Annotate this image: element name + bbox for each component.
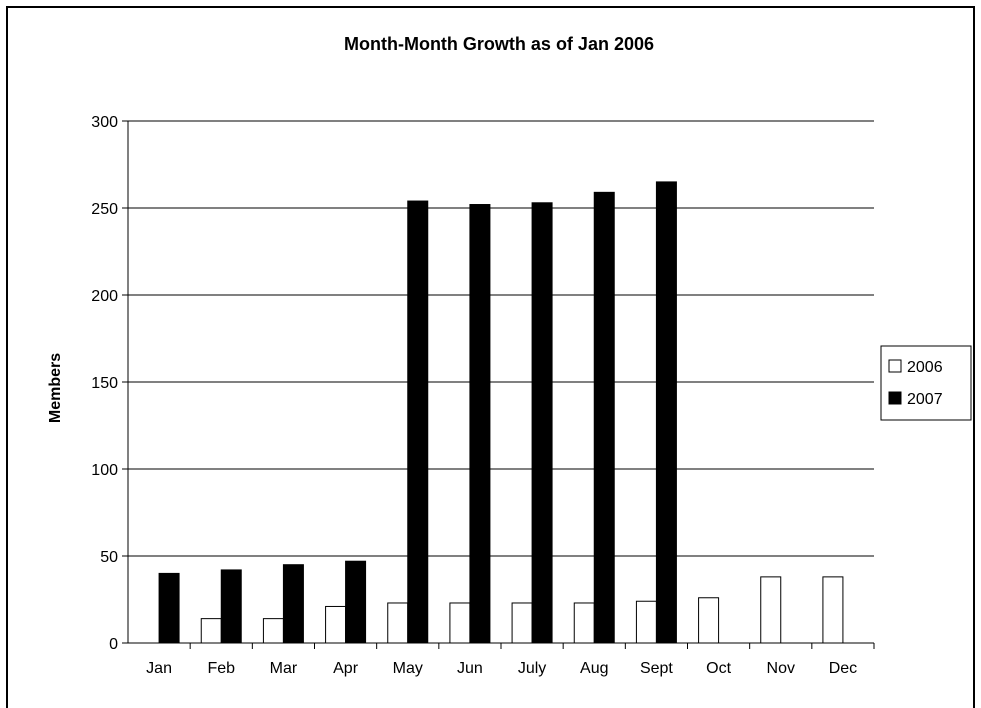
legend-label: 2006 bbox=[907, 359, 943, 376]
bar-2007-may bbox=[407, 200, 429, 644]
bar-2006-jun bbox=[449, 602, 471, 644]
chart-title: Month-Month Growth as of Jan 2006 bbox=[344, 34, 654, 54]
x-tick-label: Nov bbox=[767, 660, 795, 677]
bar-2006-dec bbox=[822, 576, 844, 644]
bar-2006-may bbox=[387, 602, 409, 644]
x-tick-label: Oct bbox=[706, 660, 731, 677]
bar-2006-mar bbox=[262, 618, 284, 644]
bar-2007-jan bbox=[158, 572, 180, 644]
bar-2007-aug bbox=[593, 191, 615, 644]
chart-frame: Month-Month Growth as of Jan 2006 Member… bbox=[6, 6, 975, 708]
y-tick-label: 300 bbox=[91, 114, 118, 131]
bar-2007-sept bbox=[655, 181, 677, 644]
bar-2006-aug bbox=[573, 602, 595, 644]
bar-2006-feb bbox=[200, 618, 222, 644]
x-tick-label: Jan bbox=[146, 660, 172, 677]
legend-swatch bbox=[888, 359, 902, 373]
y-axis-label: Members bbox=[47, 353, 64, 423]
x-tick-label: Dec bbox=[829, 660, 857, 677]
x-tick-label: May bbox=[393, 660, 423, 677]
bar-2007-july bbox=[531, 202, 553, 644]
x-tick-label: Mar bbox=[270, 660, 298, 677]
bar-2007-feb bbox=[220, 569, 242, 644]
x-tick-label: Aug bbox=[580, 660, 608, 677]
bar-2006-nov bbox=[760, 576, 782, 644]
y-tick-label: 0 bbox=[109, 636, 118, 653]
x-tick-label: Apr bbox=[333, 660, 359, 677]
legend: 2006 2007 bbox=[880, 345, 972, 421]
bar-2007-mar bbox=[282, 564, 304, 644]
x-tick-label: Feb bbox=[207, 660, 235, 677]
y-tick-label: 200 bbox=[91, 288, 118, 305]
bar-2006-apr bbox=[325, 605, 347, 644]
axes: 0 50 100 150 200 250 300 Jan Feb Mar Apr May Jun July… bbox=[91, 114, 875, 677]
x-tick-label: Sept bbox=[640, 660, 673, 677]
bar-2006-sept bbox=[635, 600, 657, 644]
y-tick-label: 250 bbox=[91, 201, 118, 218]
bars bbox=[158, 181, 844, 644]
legend-label: 2007 bbox=[907, 391, 943, 408]
y-tick-label: 100 bbox=[91, 462, 118, 479]
bar-2006-july bbox=[511, 602, 533, 644]
legend-box bbox=[880, 345, 972, 421]
x-tick-label: Jun bbox=[457, 660, 483, 677]
bar-2006-oct bbox=[698, 597, 720, 644]
y-tick-label: 50 bbox=[100, 549, 118, 566]
x-tick-label: July bbox=[518, 660, 546, 677]
bar-2007-jun bbox=[469, 204, 491, 644]
legend-swatch bbox=[888, 391, 902, 405]
bar-2007-apr bbox=[345, 560, 367, 644]
y-tick-label: 150 bbox=[91, 375, 118, 392]
bar-chart: Month-Month Growth as of Jan 2006 Member… bbox=[47, 34, 972, 677]
gridlines bbox=[128, 120, 874, 557]
